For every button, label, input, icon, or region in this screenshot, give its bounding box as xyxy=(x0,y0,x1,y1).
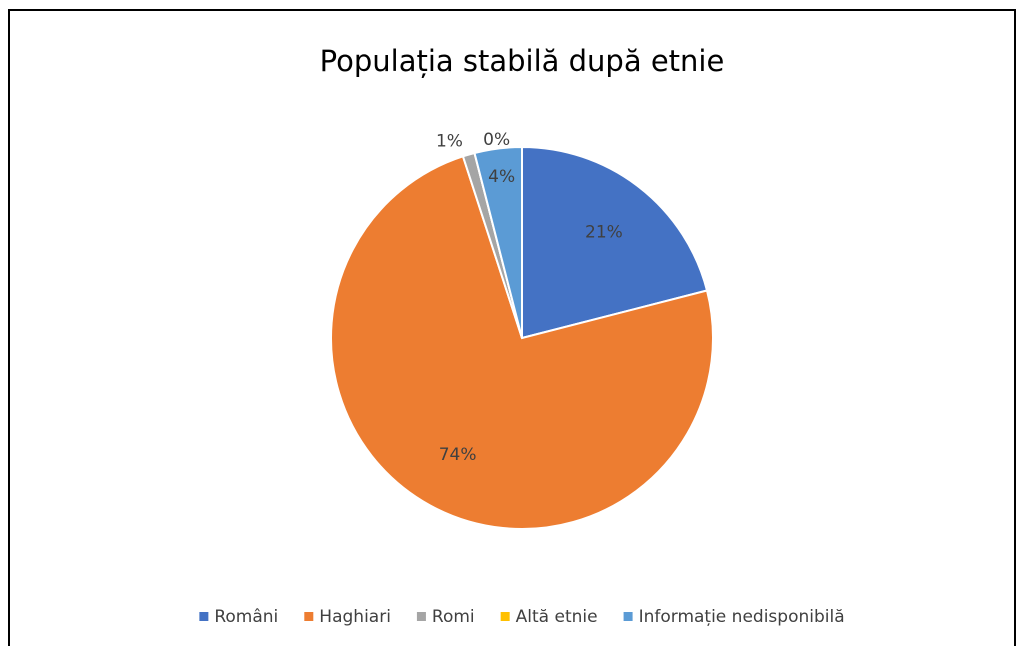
chart-title: Populația stabilă după etnie xyxy=(320,44,725,78)
data-label: 0% xyxy=(483,130,510,150)
pie-slice xyxy=(330,155,714,530)
legend-swatch xyxy=(500,612,510,621)
data-label: 4% xyxy=(488,167,515,187)
legend-swatch xyxy=(199,612,209,621)
pie-slice xyxy=(473,145,523,339)
legend-label: Altă etnie xyxy=(516,607,598,627)
data-label: 21% xyxy=(585,222,623,242)
data-label: 1% xyxy=(436,132,463,152)
legend-swatch xyxy=(623,612,633,621)
legend-label: Români xyxy=(214,607,278,627)
legend-label: Romi xyxy=(432,607,475,627)
legend-swatch xyxy=(304,612,314,621)
data-label: 74% xyxy=(439,445,477,465)
legend-swatch xyxy=(416,612,426,621)
legend-label: Informație nedisponibilă xyxy=(639,607,845,627)
pie-slice xyxy=(521,145,709,340)
legend-label: Haghiari xyxy=(319,607,391,627)
